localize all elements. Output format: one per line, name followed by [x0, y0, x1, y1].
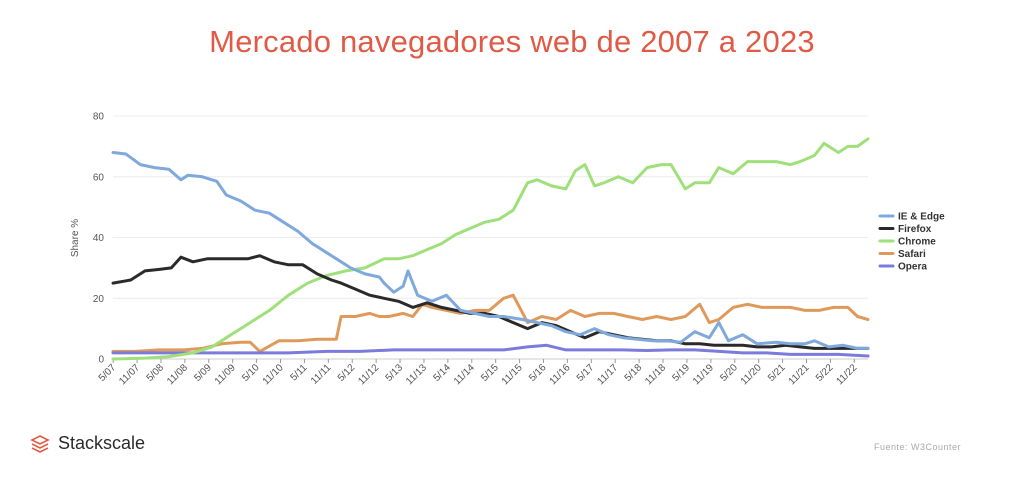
x-tick-label: 11/21	[787, 362, 812, 387]
series-line-chrome	[111, 137, 870, 361]
y-tick-label: 40	[93, 233, 105, 244]
x-tick-label: 11/11	[309, 362, 334, 387]
x-tick-label: 5/20	[718, 362, 740, 384]
legend-label: Firefox	[898, 224, 932, 235]
legend-item[interactable]: Firefox	[878, 224, 932, 235]
x-tick-label: 11/17	[595, 362, 620, 387]
y-tick-label: 80	[93, 112, 105, 123]
y-tick-label: 20	[93, 294, 105, 305]
x-tick-label: 5/09	[192, 362, 214, 384]
legend-label: IE & Edge	[898, 212, 945, 223]
x-tick-label: 11/20	[739, 362, 764, 387]
series-line-opera	[111, 343, 870, 358]
source-note: Fuente: W3Counter	[873, 442, 961, 452]
legend-label: Opera	[898, 262, 927, 273]
y-axis: 0 20 40 60 80	[93, 112, 105, 366]
gridlines	[113, 115, 868, 360]
x-tick-label: 5/21	[766, 362, 788, 384]
legend-item[interactable]: Chrome	[878, 237, 936, 248]
stackscale-layers-icon	[30, 434, 50, 453]
x-tick-label: 5/18	[623, 362, 645, 384]
x-tick-label: 5/12	[336, 362, 358, 384]
x-tick-label: 11/19	[691, 362, 716, 387]
x-tick-label: 5/11	[289, 362, 310, 383]
x-tick-label: 11/10	[261, 362, 286, 387]
x-tick-label: 5/08	[145, 362, 167, 384]
brand: Stackscale	[30, 433, 145, 454]
x-tick-label: 5/17	[575, 362, 597, 384]
x-tick-label: 11/14	[452, 362, 477, 387]
y-axis-label: Share %	[70, 219, 81, 257]
series-line-firefox	[111, 254, 870, 350]
legend-item[interactable]: Safari	[878, 249, 926, 260]
brand-name: Stackscale	[58, 433, 146, 453]
y-tick-label: 60	[93, 172, 105, 183]
series-line-ie-edge	[111, 151, 870, 350]
x-tick-label: 11/13	[404, 362, 429, 387]
x-tick-label: 5/10	[240, 362, 262, 384]
x-tick-label: 5/15	[479, 362, 501, 384]
x-tick-label: 5/16	[527, 362, 549, 384]
legend-label: Chrome	[898, 237, 936, 248]
legend-item[interactable]: IE & Edge	[878, 212, 945, 223]
x-tick-label: 11/15	[500, 362, 525, 387]
x-tick-label: 5/14	[431, 362, 453, 384]
legend-item[interactable]: Opera	[878, 262, 927, 273]
legend-label: Safari	[898, 249, 926, 260]
x-tick-label: 5/22	[814, 362, 836, 384]
x-tick-label: 5/19	[671, 362, 693, 384]
chart-title: Mercado navegadores web de 2007 a 2023	[209, 24, 815, 59]
x-tick-label: 11/08	[165, 362, 190, 387]
x-tick-label: 11/16	[548, 362, 573, 387]
x-tick-label: 11/22	[834, 362, 859, 387]
series-lines	[111, 137, 870, 361]
x-tick-label: 11/09	[213, 362, 238, 387]
x-tick-label: 5/13	[384, 362, 406, 384]
y-tick-label: 0	[98, 355, 104, 366]
x-tick-label: 11/12	[356, 362, 381, 387]
series-line-safari	[111, 293, 870, 353]
x-tick-label: 11/18	[643, 362, 668, 387]
x-tick-label: 11/07	[117, 362, 142, 387]
